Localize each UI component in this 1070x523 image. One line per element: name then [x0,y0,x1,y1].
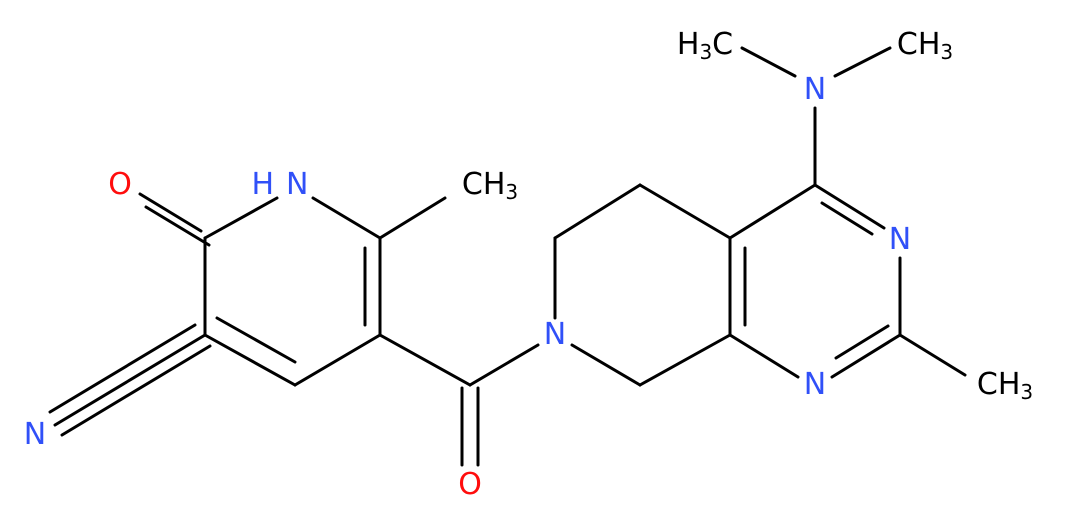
atom-label-part: CH [977,367,1021,402]
bonds [48,46,967,467]
atom-label-part: N [286,167,308,202]
atom-label: H3C [677,27,733,64]
atom-label: CH3 [977,367,1033,404]
atom-label-part: N [544,317,566,352]
atom-label: CH3 [462,167,518,204]
atom-label-part: 3 [505,180,518,204]
atom-label: N [544,317,566,352]
atom-label: N [889,222,911,257]
atom-label-part: N [24,417,46,452]
atom-label: O [108,167,132,202]
atom-label: N [804,367,826,402]
atom-label: N [24,417,46,452]
atom-label-part: 3 [940,40,953,64]
atom-label-part: H [677,27,700,62]
atom-label-part: O [458,467,482,502]
atom-label-part: 3 [1020,380,1033,404]
atom-label: CH3 [897,27,953,64]
atom-label: N [804,72,826,107]
atom-label-part: CH [462,167,506,202]
atom-label-part: N [889,222,911,257]
atom-label-part: N [804,72,826,107]
atom-label-part: 3 [699,40,712,64]
atom-label-part: CH [897,27,941,62]
atom-label-part: C [712,27,733,62]
atom-label-part: O [108,167,132,202]
atom-label-part: N [804,367,826,402]
atom-label: O [458,467,482,502]
atom-label-part: H [251,167,274,202]
